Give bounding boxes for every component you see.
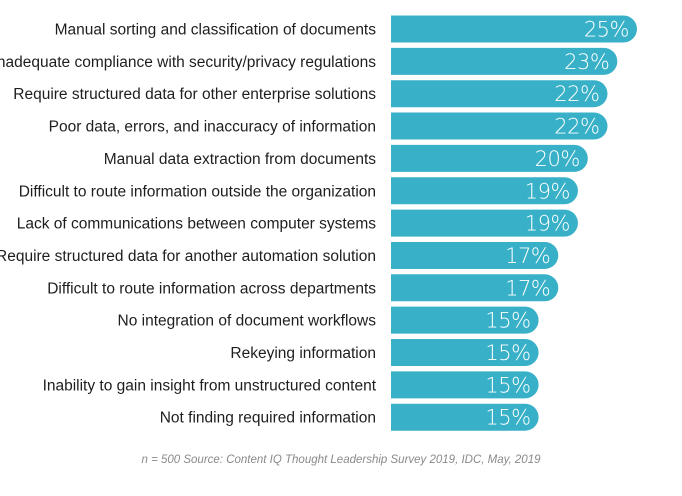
- bar: [391, 241, 559, 269]
- bar-value-label: 20%: [535, 147, 580, 171]
- bar: [391, 209, 578, 237]
- bar-value-label: 19%: [525, 212, 570, 236]
- bar-value-label: 15%: [485, 341, 530, 365]
- category-label: Lack of communications between computer …: [17, 216, 376, 233]
- category-label: Poor data, errors, and inaccuracy of inf…: [49, 119, 376, 136]
- bar-value-label: 17%: [505, 276, 550, 300]
- bar-value-label: 15%: [485, 373, 530, 397]
- bar: [391, 274, 559, 302]
- bar: [391, 144, 588, 172]
- category-label: Rekeying information: [230, 345, 376, 362]
- bar: [391, 80, 608, 108]
- category-label: Inadequate compliance with security/priv…: [0, 54, 376, 71]
- bar: [391, 177, 578, 205]
- category-label: Not finding required information: [160, 410, 376, 427]
- bar-value-label: 15%: [485, 309, 530, 333]
- category-label: Difficult to route information across de…: [47, 280, 376, 297]
- bar: [391, 403, 539, 431]
- bar: [391, 15, 637, 43]
- category-label: Difficult to route information outside t…: [19, 183, 376, 200]
- category-label: Require structured data for other enterp…: [13, 86, 376, 103]
- bar-value-label: 25%: [584, 18, 629, 42]
- bar-value-label: 22%: [554, 115, 599, 139]
- bar: [391, 339, 539, 366]
- category-label: Require structured data for another auto…: [0, 248, 376, 265]
- bar: [391, 306, 539, 334]
- bar-value-label: 23%: [564, 50, 609, 74]
- bar: [391, 112, 608, 140]
- category-label: No integration of document workflows: [118, 313, 377, 330]
- category-label: Manual sorting and classification of doc…: [55, 22, 377, 39]
- category-label: Manual data extraction from documents: [104, 151, 376, 168]
- bar: [391, 47, 618, 75]
- bar-value-label: 17%: [505, 244, 550, 268]
- bar-value-label: 15%: [485, 406, 530, 430]
- chart-footnote: n = 500 Source: Content IQ Thought Leade…: [141, 454, 541, 466]
- bar-value-label: 19%: [525, 179, 570, 203]
- bar-value-label: 22%: [554, 82, 599, 106]
- category-label: Inability to gain insight from unstructu…: [43, 377, 377, 394]
- bar: [391, 371, 539, 399]
